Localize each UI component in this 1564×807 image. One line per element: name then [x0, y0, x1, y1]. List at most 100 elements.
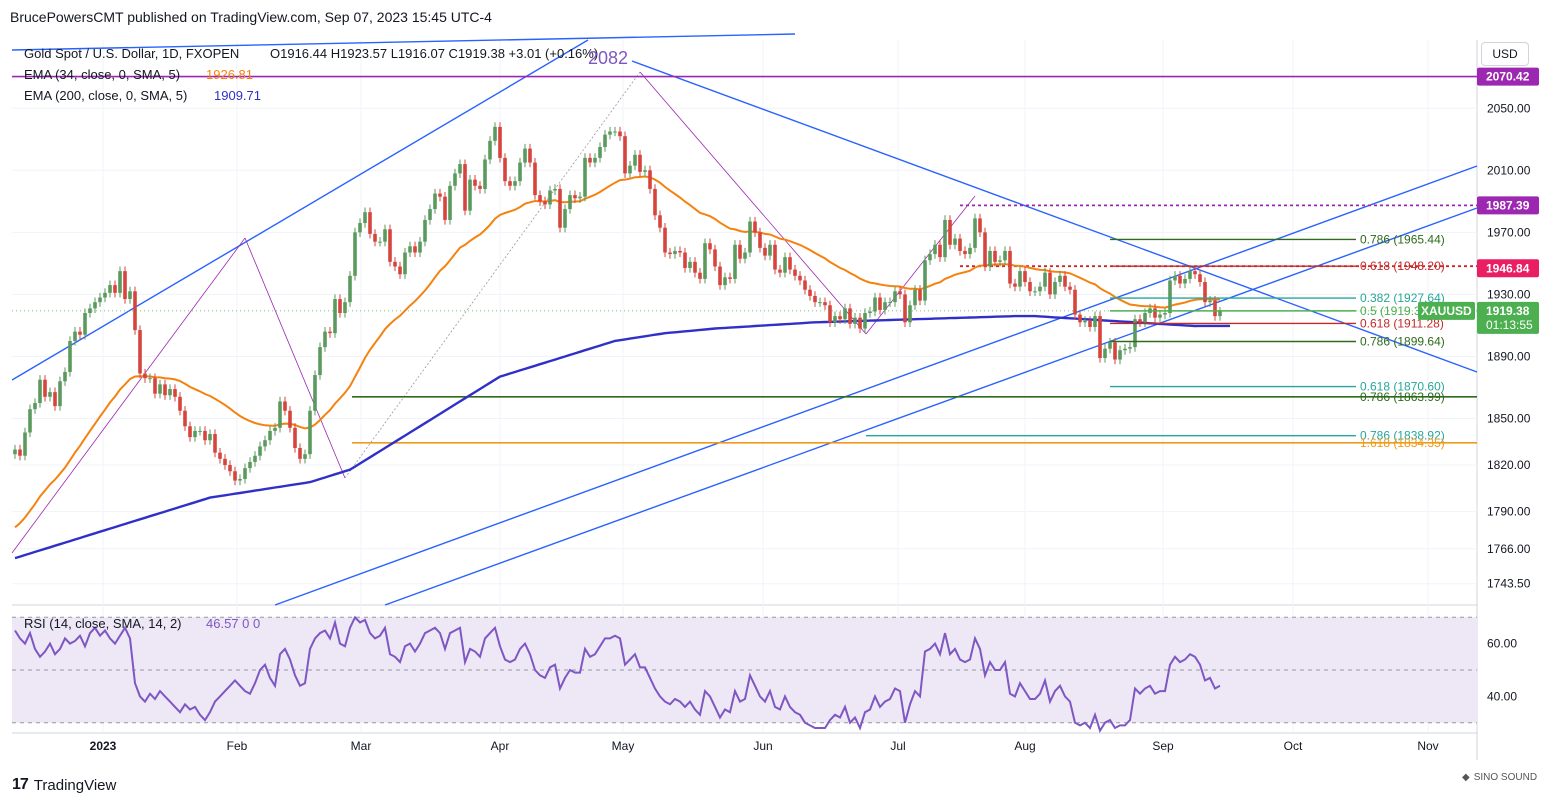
fib-label: 0.5 (1919.38) — [1360, 304, 1431, 318]
current-price-bg — [1477, 301, 1539, 334]
candle-body — [1058, 275, 1062, 282]
candle-body — [858, 317, 862, 329]
ema200-line — [14, 314, 1230, 560]
candle-body — [108, 285, 112, 293]
candle-body — [903, 294, 907, 323]
candle-body — [453, 173, 457, 186]
candle-body — [463, 164, 467, 211]
time-tick-label: Oct — [1284, 739, 1303, 753]
publisher-header: BrucePowersCMT published on TradingView.… — [10, 9, 492, 25]
price-tag-2070: 2070.42 — [1486, 70, 1530, 84]
legend-ema200: EMA (200, close, 0, SMA, 5) — [24, 88, 187, 103]
candle-body — [198, 430, 202, 432]
candle-body — [538, 195, 542, 202]
candle-body — [123, 271, 127, 300]
current-price-tag: 1919.38 — [1486, 304, 1530, 318]
candle-body — [293, 427, 297, 448]
price-axis: 2050.00 2010.00 1970.00 1930.00 1890.00 1850.… — [1487, 101, 1531, 590]
candle-body — [943, 219, 947, 258]
candle-body — [608, 131, 612, 135]
legend-ema34-value: 1926.81 — [206, 67, 253, 82]
candle-body — [808, 289, 812, 296]
candle-body — [633, 154, 637, 166]
rsi-tick-label: 60.00 — [1487, 637, 1517, 651]
time-tick-label: Nov — [1417, 739, 1438, 753]
candle-body — [1033, 291, 1037, 293]
time-tick-label: Apr — [491, 739, 510, 753]
ema-lines — [14, 175, 1230, 560]
candle-body — [748, 221, 752, 253]
rsi-pane: 60.00 40.00 — [12, 615, 1517, 733]
candle-body — [403, 252, 407, 275]
candle-body — [1173, 275, 1177, 281]
candles — [13, 122, 1222, 486]
candle-body — [763, 247, 767, 256]
candle-body — [373, 233, 377, 242]
candle-body — [33, 402, 37, 410]
currency-button[interactable]: USD — [1481, 42, 1529, 66]
candle-body — [348, 275, 352, 303]
candle-body — [1008, 250, 1012, 284]
legend-symbol: Gold Spot / U.S. Dollar, 1D, FXOPEN — [24, 46, 239, 61]
candle-body — [613, 131, 617, 133]
candle-body — [1093, 316, 1097, 327]
candle-body — [568, 195, 572, 210]
candle-body — [738, 244, 742, 259]
candle-body — [1038, 286, 1042, 292]
candle-body — [163, 384, 167, 396]
candle-body — [828, 305, 832, 323]
candle-body — [188, 426, 192, 438]
candle-body — [413, 246, 417, 253]
candle-body — [908, 305, 912, 323]
candle-body — [1198, 274, 1202, 282]
candle-body — [1183, 278, 1187, 284]
candle-body — [533, 162, 537, 196]
candle-body — [388, 229, 392, 262]
price-tag-1987: 1987.39 — [1486, 198, 1530, 212]
candle-body — [1078, 314, 1082, 323]
candle-body — [478, 185, 482, 189]
tradingview-logo[interactable]: 17 TradingView — [12, 776, 116, 794]
time-tick-label: Mar — [351, 739, 372, 753]
candle-body — [1073, 289, 1077, 315]
legend-ohlc: O1916.44 H1923.57 L1916.07 C1919.38 +3.0… — [270, 46, 598, 61]
candle-body — [968, 247, 972, 255]
candle-body — [88, 308, 92, 314]
candle-body — [128, 291, 132, 300]
candle-body — [418, 241, 422, 253]
price-tick-label: 1790.00 — [1487, 505, 1531, 519]
candle-body — [553, 188, 557, 191]
candle-body — [118, 271, 122, 293]
candle-body — [313, 375, 317, 411]
candle-body — [458, 164, 462, 174]
candle-body — [1023, 271, 1027, 282]
candle-body — [283, 401, 287, 411]
watermark-text: SINO SOUND — [1473, 772, 1538, 783]
purple-zigzag — [244, 237, 346, 479]
candle-body — [1178, 275, 1182, 284]
time-tick-label: Jul — [890, 739, 905, 753]
price-tag-2070-bg — [1477, 67, 1539, 86]
top-trend-line — [11, 33, 796, 51]
candle-body — [788, 257, 792, 270]
candle-body — [353, 232, 357, 276]
candle-body — [343, 302, 347, 314]
candle-body — [1208, 300, 1212, 303]
candle-body — [468, 179, 472, 211]
candle-body — [833, 316, 837, 323]
candle-body — [93, 302, 97, 309]
candle-body — [818, 302, 822, 304]
candle-body — [1143, 313, 1147, 323]
candle-body — [1163, 313, 1167, 315]
candle-body — [138, 330, 142, 374]
price-tick-label: 2050.00 — [1487, 101, 1531, 115]
legend-rsi: RSI (14, close, SMA, 14, 2) — [24, 616, 182, 631]
candle-body — [653, 188, 657, 216]
candle-body — [308, 410, 312, 455]
price-tick-label: 1820.00 — [1487, 458, 1531, 472]
candle-body — [1003, 250, 1007, 261]
purple-zigzag — [11, 237, 246, 554]
time-tick-label: Sep — [1152, 739, 1174, 753]
candle-body — [253, 455, 257, 462]
